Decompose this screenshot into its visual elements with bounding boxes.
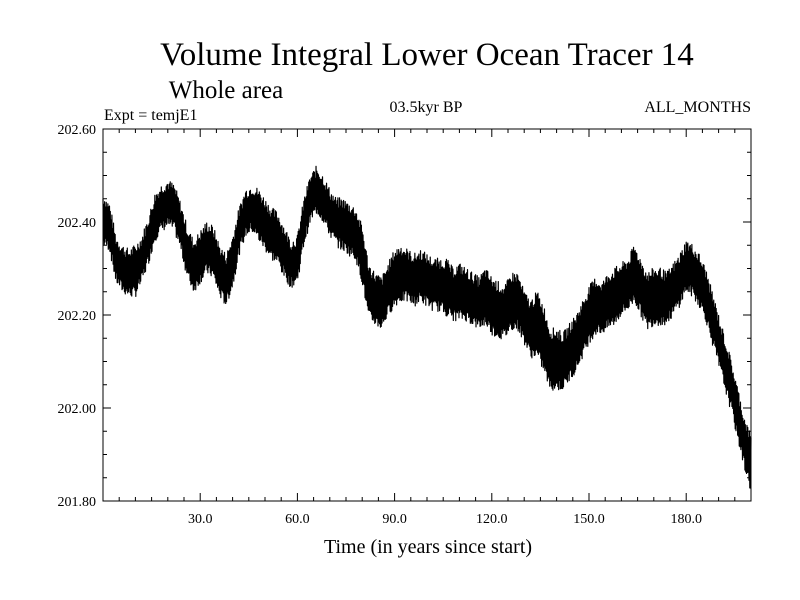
plot-frame xyxy=(102,128,752,502)
months-label: ALL_MONTHS xyxy=(644,99,751,116)
series-line xyxy=(102,165,752,489)
y-tick-label: 201.80 xyxy=(58,495,97,510)
period-label: 03.5kyr BP xyxy=(390,99,463,116)
x-tick-label: 120.0 xyxy=(476,512,508,527)
ticks-layer: 30.0 60.0 90.0 120.0 150.0 180.0 201.80 202.00 2… xyxy=(58,123,751,527)
x-tick-label: 180.0 xyxy=(670,512,702,527)
y-tick-label: 202.40 xyxy=(58,216,97,231)
y-tick-label: 202.20 xyxy=(58,309,97,324)
x-tick-label: 60.0 xyxy=(285,512,310,527)
x-tick-label: 90.0 xyxy=(382,512,407,527)
y-tick-label: 202.00 xyxy=(58,402,97,417)
chart-subtitle: Whole area xyxy=(169,77,284,104)
series-layer xyxy=(102,165,752,489)
y-tick-label: 202.60 xyxy=(58,123,97,138)
x-tick-label: 150.0 xyxy=(573,512,605,527)
expt-label: Expt = temjE1 xyxy=(104,107,197,124)
chart-title: Volume Integral Lower Ocean Tracer 14 xyxy=(160,37,694,73)
x-tick-label: 30.0 xyxy=(188,512,213,527)
x-axis-label: Time (in years since start) xyxy=(324,536,532,558)
